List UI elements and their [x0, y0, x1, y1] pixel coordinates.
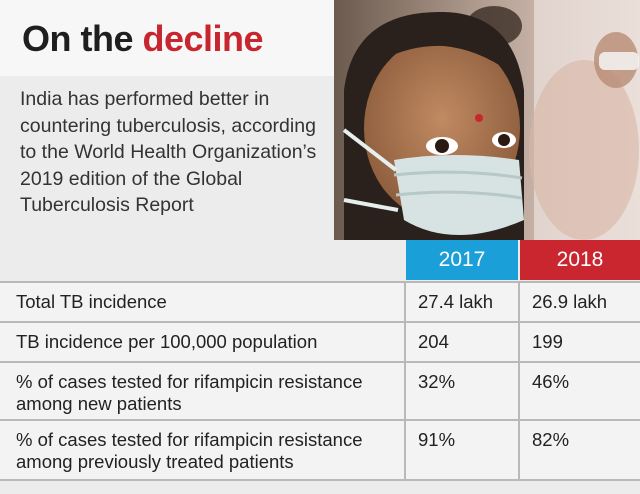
column-divider	[404, 323, 406, 361]
value-2018: 26.9 lakh	[532, 291, 608, 312]
title-part-1: On the	[22, 18, 134, 59]
year-2018-header: 2018	[520, 240, 640, 280]
page-title: On the decline	[22, 18, 264, 60]
column-divider	[518, 421, 520, 479]
column-divider	[404, 283, 406, 321]
column-divider	[518, 323, 520, 361]
table-row: Total TB incidence 27.4 lakh 26.9 lakh	[0, 281, 640, 321]
table-row: TB incidence per 100,000 population 204 …	[0, 321, 640, 361]
value-2018: 46%	[532, 371, 570, 392]
column-divider	[404, 363, 406, 419]
row-label: % of cases tested for rifampicin resista…	[16, 371, 363, 414]
value-2017: 32%	[418, 371, 456, 392]
data-table: Total TB incidence 27.4 lakh 26.9 lakh T…	[0, 281, 640, 481]
row-label: Total TB incidence	[16, 291, 167, 312]
value-2018: 199	[532, 331, 563, 352]
value-2017: 91%	[418, 429, 456, 450]
year-2017-header: 2017	[406, 240, 518, 280]
value-2017: 27.4 lakh	[418, 291, 494, 312]
value-2017: 204	[418, 331, 449, 352]
title-band	[0, 0, 334, 76]
table-row: % of cases tested for rifampicin resista…	[0, 419, 640, 481]
column-divider	[518, 283, 520, 321]
value-2018: 82%	[532, 429, 570, 450]
column-divider	[404, 421, 406, 479]
table-row: % of cases tested for rifampicin resista…	[0, 361, 640, 419]
row-label: % of cases tested for rifampicin resista…	[16, 429, 363, 472]
column-divider	[518, 363, 520, 419]
description: India has performed better in countering…	[20, 88, 317, 216]
row-label: TB incidence per 100,000 population	[16, 331, 318, 352]
masked-woman-photo	[334, 0, 640, 240]
title-part-2: decline	[142, 18, 264, 59]
